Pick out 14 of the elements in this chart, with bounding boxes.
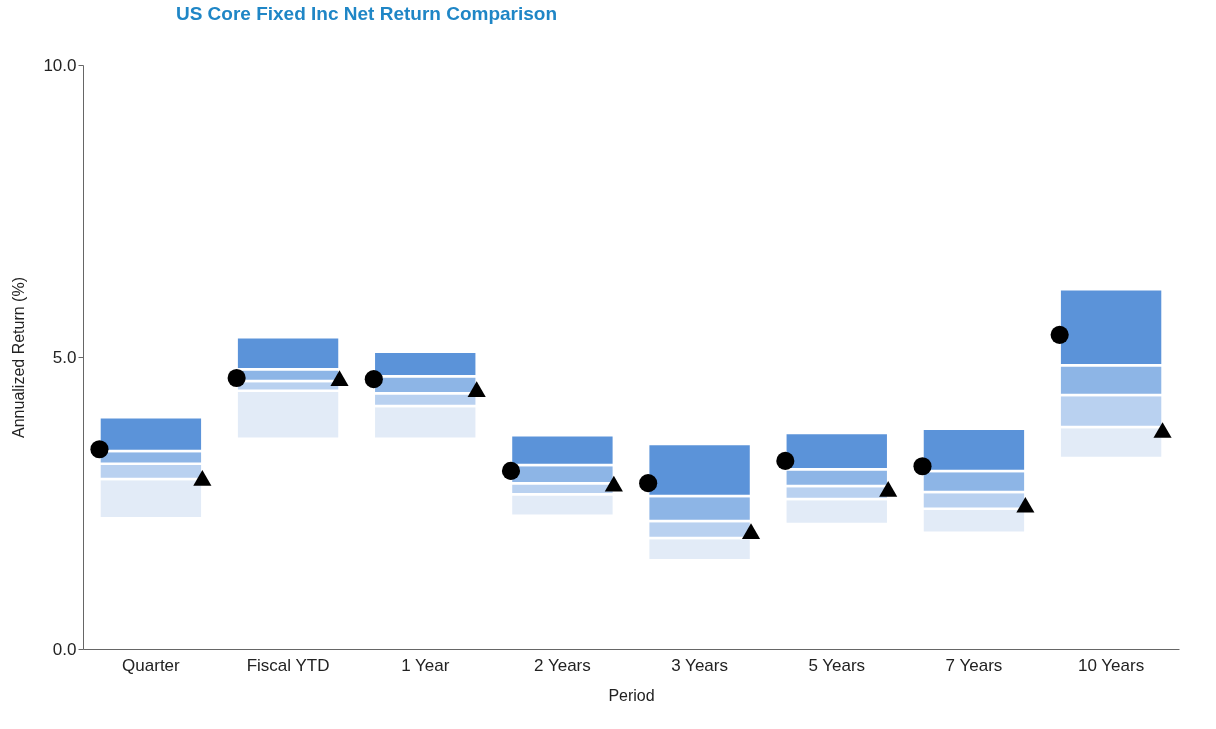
- x-tick-label: 7 Years: [945, 655, 1003, 675]
- y-tick-label: 5.0: [52, 347, 77, 367]
- x-tick-label: 10 Years: [1078, 655, 1145, 675]
- x-axis-title: Period: [608, 686, 655, 704]
- x-tick-label: Quarter: [122, 655, 181, 675]
- x-tick-label: Fiscal YTD: [246, 655, 330, 675]
- x-tick-label: 3 Years: [671, 655, 728, 675]
- chart-title: US Core Fixed Inc Net Return Comparison: [175, 3, 558, 24]
- x-tick-label: 2 Years: [534, 655, 591, 675]
- x-tick-label: 5 Years: [808, 655, 866, 675]
- y-tick-label: 10.0: [43, 55, 77, 75]
- y-tick-label: 0.0: [52, 639, 77, 659]
- x-tick-label: 1 Year: [401, 655, 450, 675]
- y-axis-title: Annualized Return (%): [10, 277, 28, 438]
